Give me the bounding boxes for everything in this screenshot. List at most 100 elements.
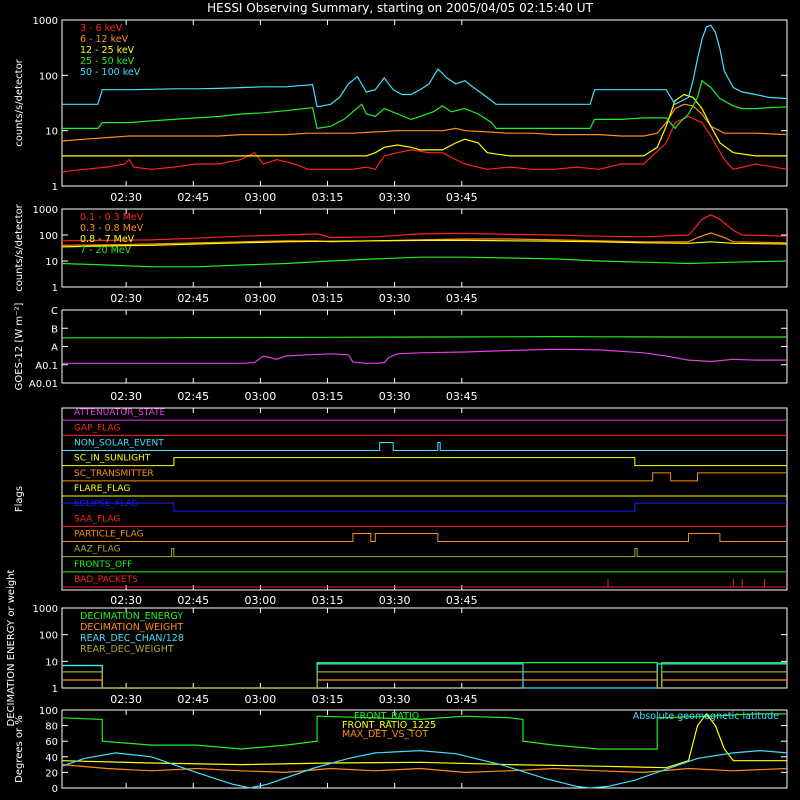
x-tick-label: 03:30 — [379, 594, 411, 607]
series-line — [62, 348, 787, 364]
y-tick-label: C — [51, 306, 58, 317]
y-tick-label: 1 — [52, 283, 58, 294]
series-line — [61, 239, 788, 248]
y-tick-label: 100 — [39, 706, 58, 717]
x-tick-label: 03:15 — [312, 594, 344, 607]
x-tick-label: 02:30 — [110, 191, 142, 204]
series-line — [61, 256, 788, 268]
y-tick-label: 10 — [45, 657, 58, 668]
legend-entry: 6 - 12 keV — [80, 34, 129, 45]
legend-entry: FRONT_RATIO — [354, 711, 419, 722]
flag-label: NON_SOLAR_EVENT — [74, 439, 164, 449]
y-tick-label: 40 — [45, 753, 58, 764]
y-tick-label: 10 — [45, 127, 58, 138]
legend-entry: 0.3 - 0.8 MeV — [80, 223, 144, 234]
flag-label: GAP_FLAG — [74, 423, 120, 433]
x-tick-label: 03:15 — [312, 191, 344, 204]
legend-entry: Absolute geomagnetic latitude — [633, 711, 779, 722]
y-axis-label: counts/s/detector — [14, 58, 25, 146]
y-tick-label: 20 — [45, 768, 58, 779]
series-line — [62, 335, 787, 339]
legend-entry: 25 - 50 keV — [80, 56, 135, 67]
y-axis-label: Flags — [14, 486, 25, 512]
y-tick-label: B — [51, 324, 58, 335]
y-axis-label: Degrees or % — [14, 715, 25, 783]
series-line — [62, 663, 787, 689]
y-tick-label: A — [51, 343, 58, 354]
flag-label: FLARE_FLAG — [74, 484, 130, 494]
series-line — [61, 214, 788, 242]
panel-decimation: 02:30 02:45 03:00 03:15 03:30 03:45 DECIMATION… — [6, 569, 788, 726]
panel-gamma: 02:30 02:45 03:00 03:15 03:30 03:45 counts/s/d… — [14, 203, 788, 305]
panel-flags: 02:30 02:45 03:00 03:15 03:30 03:45 Flags ATTEN… — [14, 407, 788, 607]
legend-entry: 0.1 - 0.3 MeV — [80, 212, 144, 223]
flag-label: FRONTS_OFF — [74, 560, 132, 570]
y-tick-label: A0.01 — [29, 379, 58, 390]
y-tick-label: 1000 — [33, 16, 58, 27]
series-line — [62, 24, 788, 108]
flag-label: BAD_PACKETS — [74, 575, 138, 585]
x-tick-label: 03:45 — [446, 292, 478, 305]
x-tick-label: 03:45 — [446, 191, 478, 204]
x-tick-label: 02:45 — [177, 693, 209, 706]
x-tick-label: 02:45 — [177, 292, 209, 305]
legend-entry: 50 - 100 keV — [80, 67, 141, 78]
y-axis-label: GOES-12 [W m⁻²] — [14, 303, 25, 391]
series-line — [61, 115, 788, 173]
series-line — [61, 232, 788, 246]
panel-frame-decimation — [61, 607, 788, 689]
y-tick-label: 100 — [39, 631, 58, 642]
flag-label: SC_IN_SUNLIGHT — [74, 454, 151, 464]
flag-label: ATTENUATOR_STATE — [74, 408, 166, 418]
x-tick-label: 02:30 — [110, 594, 142, 607]
panel-xray: 02:30 02:45 03:00 03:15 03:30 03:45 counts/s/d… — [14, 16, 788, 204]
x-tick-label: 03:00 — [245, 292, 277, 305]
panel-frame-gamma — [61, 208, 788, 288]
y-tick-label: 1000 — [33, 604, 58, 615]
x-tick-label: 03:30 — [379, 191, 411, 204]
series-line — [62, 79, 788, 130]
x-tick-label: 03:15 — [312, 693, 344, 706]
x-tick-label: 03:00 — [245, 191, 277, 204]
flag-line — [62, 442, 787, 451]
y-tick-label: 60 — [45, 737, 58, 748]
y-tick-label: 10 — [45, 257, 58, 268]
series-line — [62, 679, 787, 689]
series-line — [62, 93, 787, 157]
panel-frame-goes — [61, 309, 788, 384]
x-tick-label: 03:30 — [379, 693, 411, 706]
panel-ratios: Degrees or % 0 20 40 60 80 100 FRONT_RATIOFRONT… — [14, 706, 788, 795]
x-tick-label: 03:00 — [245, 693, 277, 706]
x-tick-label: 03:45 — [446, 693, 478, 706]
legend-entry: 7 - 20 MeV — [80, 245, 132, 256]
x-tick-label: 02:45 — [177, 390, 209, 403]
flag-line — [62, 502, 787, 512]
x-tick-label: 02:30 — [110, 390, 142, 403]
y-axis-label: DECIMATION ENERGY or weight — [6, 569, 17, 726]
y-tick-label: 100 — [39, 231, 58, 242]
y-tick-label: 1 — [52, 182, 58, 193]
panel-frame-ratios — [61, 709, 788, 789]
x-tick-label: 03:15 — [312, 292, 344, 305]
legend-entry: FRONT_RATIO_1225 — [342, 720, 436, 731]
y-tick-label: 80 — [45, 722, 58, 733]
series-line — [61, 749, 788, 789]
flag-label: ECLIPSE_FLAG — [74, 499, 138, 509]
series-line — [61, 713, 787, 750]
y-tick-label: A0.1 — [35, 361, 58, 372]
flag-line — [62, 533, 787, 542]
y-tick-label: 1000 — [33, 205, 58, 216]
series-line — [62, 671, 787, 689]
flag-label: SAA_FLAG — [74, 514, 120, 524]
series-line — [62, 662, 787, 689]
legend-entry: DECIMATION_ENERGY — [80, 611, 183, 622]
chart-title: HESSI Observing Summary, starting on 200… — [207, 1, 593, 15]
x-tick-label: 02:45 — [177, 191, 209, 204]
x-tick-label: 02:30 — [110, 292, 142, 305]
x-tick-label: 03:30 — [379, 390, 411, 403]
legend-entry: REAR_DEC_WEIGHT — [80, 644, 174, 655]
flag-label: PARTICLE_FLAG — [74, 530, 144, 540]
flag-line — [62, 548, 787, 558]
panel-frame-flags — [61, 407, 788, 591]
